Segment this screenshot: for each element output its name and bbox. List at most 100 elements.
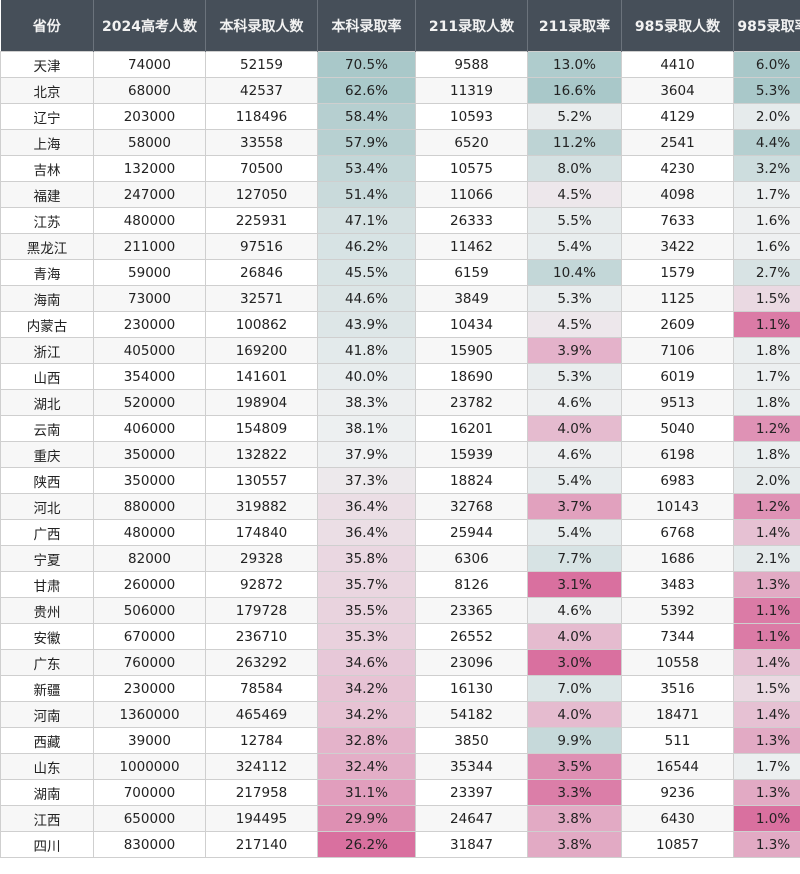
cell-985-rate: 1.4% (733, 701, 800, 728)
cell-exam-takers: 880000 (93, 493, 206, 520)
cell-undergrad-admitted: 132822 (205, 441, 318, 468)
table-row[interactable]: 福建 247000 127050 51.4% 11066 4.5% 4098 1.7% (0, 181, 800, 208)
cell-985-admitted: 10558 (621, 649, 734, 676)
col-header-undergrad-rate[interactable]: 本科录取率 (317, 0, 416, 52)
cell-exam-takers: 74000 (93, 51, 206, 78)
table-row[interactable]: 甘肃 260000 92872 35.7% 8126 3.1% 3483 1.3% (0, 571, 800, 598)
cell-985-admitted: 9236 (621, 779, 734, 806)
cell-211-admitted: 10434 (415, 311, 528, 338)
cell-985-admitted: 6983 (621, 467, 734, 494)
table-row[interactable]: 海南 73000 32571 44.6% 3849 5.3% 1125 1.5% (0, 285, 800, 312)
table-row[interactable]: 广东 760000 263292 34.6% 23096 3.0% 10558 1.4% (0, 649, 800, 676)
table-row[interactable]: 重庆 350000 132822 37.9% 15939 4.6% 6198 1.8% (0, 441, 800, 468)
table-row[interactable]: 江西 650000 194495 29.9% 24647 3.8% 6430 1.0% (0, 805, 800, 832)
cell-province: 河北 (0, 493, 94, 520)
table-row[interactable]: 黑龙江 211000 97516 46.2% 11462 5.4% 3422 1.6% (0, 233, 800, 260)
cell-985-admitted: 9513 (621, 389, 734, 416)
cell-985-rate: 1.1% (733, 311, 800, 338)
cell-211-rate: 3.0% (527, 649, 622, 676)
table-row[interactable]: 西藏 39000 12784 32.8% 3850 9.9% 511 1.3% (0, 727, 800, 754)
cell-211-admitted: 9588 (415, 51, 528, 78)
cell-undergrad-admitted: 198904 (205, 389, 318, 416)
table-row[interactable]: 四川 830000 217140 26.2% 31847 3.8% 10857 1.3% (0, 831, 800, 858)
cell-province: 北京 (0, 77, 94, 104)
cell-province: 云南 (0, 415, 94, 442)
cell-985-admitted: 7106 (621, 337, 734, 364)
col-header-985-rate[interactable]: 985录取率 (733, 0, 800, 52)
table-row[interactable]: 河北 880000 319882 36.4% 32768 3.7% 10143 1.2% (0, 493, 800, 520)
cell-undergrad-rate: 34.2% (317, 701, 416, 728)
table-row[interactable]: 山东 1000000 324112 32.4% 35344 3.5% 16544 1.7% (0, 753, 800, 780)
table-row[interactable]: 山西 354000 141601 40.0% 18690 5.3% 6019 1.7% (0, 363, 800, 390)
table-row[interactable]: 广西 480000 174840 36.4% 25944 5.4% 6768 1.4% (0, 519, 800, 546)
cell-province: 浙江 (0, 337, 94, 364)
cell-211-rate: 4.0% (527, 701, 622, 728)
cell-211-rate: 5.3% (527, 363, 622, 390)
table-row[interactable]: 浙江 405000 169200 41.8% 15905 3.9% 7106 1.8% (0, 337, 800, 364)
table-row[interactable]: 吉林 132000 70500 53.4% 10575 8.0% 4230 3.2% (0, 155, 800, 182)
cell-province: 江苏 (0, 207, 94, 234)
cell-undergrad-admitted: 100862 (205, 311, 318, 338)
cell-province: 甘肃 (0, 571, 94, 598)
cell-exam-takers: 700000 (93, 779, 206, 806)
table-row[interactable]: 宁夏 82000 29328 35.8% 6306 7.7% 1686 2.1% (0, 545, 800, 572)
table-row[interactable]: 湖北 520000 198904 38.3% 23782 4.6% 9513 1.8% (0, 389, 800, 416)
cell-undergrad-rate: 43.9% (317, 311, 416, 338)
cell-undergrad-admitted: 217958 (205, 779, 318, 806)
table-row[interactable]: 青海 59000 26846 45.5% 6159 10.4% 1579 2.7% (0, 259, 800, 286)
cell-exam-takers: 73000 (93, 285, 206, 312)
table-row[interactable]: 天津 74000 52159 70.5% 9588 13.0% 4410 6.0% (0, 51, 800, 78)
cell-undergrad-rate: 32.8% (317, 727, 416, 754)
cell-211-admitted: 10575 (415, 155, 528, 182)
cell-211-admitted: 18690 (415, 363, 528, 390)
table-row[interactable]: 湖南 700000 217958 31.1% 23397 3.3% 9236 1.3% (0, 779, 800, 806)
col-header-211-admitted[interactable]: 211录取人数 (415, 0, 528, 52)
cell-province: 吉林 (0, 155, 94, 182)
cell-exam-takers: 480000 (93, 519, 206, 546)
table-row[interactable]: 贵州 506000 179728 35.5% 23365 4.6% 5392 1.1% (0, 597, 800, 624)
cell-undergrad-rate: 35.7% (317, 571, 416, 598)
cell-exam-takers: 350000 (93, 441, 206, 468)
cell-undergrad-admitted: 236710 (205, 623, 318, 650)
cell-985-rate: 1.8% (733, 337, 800, 364)
table-row[interactable]: 新疆 230000 78584 34.2% 16130 7.0% 3516 1.5% (0, 675, 800, 702)
cell-undergrad-rate: 35.8% (317, 545, 416, 572)
cell-211-admitted: 16201 (415, 415, 528, 442)
cell-985-rate: 4.4% (733, 129, 800, 156)
cell-211-admitted: 23365 (415, 597, 528, 624)
table-row[interactable]: 河南 1360000 465469 34.2% 54182 4.0% 18471 1.4% (0, 701, 800, 728)
col-header-province[interactable]: 省份 (0, 0, 94, 52)
cell-985-rate: 1.8% (733, 441, 800, 468)
table-row[interactable]: 江苏 480000 225931 47.1% 26333 5.5% 7633 1.6% (0, 207, 800, 234)
table-row[interactable]: 上海 58000 33558 57.9% 6520 11.2% 2541 4.4% (0, 129, 800, 156)
cell-211-rate: 4.6% (527, 597, 622, 624)
table-row[interactable]: 北京 68000 42537 62.6% 11319 16.6% 3604 5.3% (0, 77, 800, 104)
cell-211-rate: 3.9% (527, 337, 622, 364)
table-row[interactable]: 辽宁 203000 118496 58.4% 10593 5.2% 4129 2.0% (0, 103, 800, 130)
col-header-211-rate[interactable]: 211录取率 (527, 0, 622, 52)
cell-undergrad-rate: 35.5% (317, 597, 416, 624)
cell-985-rate: 1.7% (733, 181, 800, 208)
cell-exam-takers: 405000 (93, 337, 206, 364)
cell-211-rate: 4.6% (527, 389, 622, 416)
col-header-undergrad-admitted[interactable]: 本科录取人数 (205, 0, 318, 52)
table-row[interactable]: 安徽 670000 236710 35.3% 26552 4.0% 7344 1.1% (0, 623, 800, 650)
table-row[interactable]: 云南 406000 154809 38.1% 16201 4.0% 5040 1.2% (0, 415, 800, 442)
cell-211-admitted: 6306 (415, 545, 528, 572)
cell-undergrad-rate: 53.4% (317, 155, 416, 182)
table-row[interactable]: 内蒙古 230000 100862 43.9% 10434 4.5% 2609 1.1% (0, 311, 800, 338)
cell-985-admitted: 6430 (621, 805, 734, 832)
cell-211-admitted: 35344 (415, 753, 528, 780)
cell-985-rate: 1.2% (733, 493, 800, 520)
cell-undergrad-rate: 38.1% (317, 415, 416, 442)
table-row[interactable]: 陕西 350000 130557 37.3% 18824 5.4% 6983 2.0% (0, 467, 800, 494)
col-header-exam-takers[interactable]: 2024高考人数 (93, 0, 206, 52)
cell-211-admitted: 3849 (415, 285, 528, 312)
col-header-985-admitted[interactable]: 985录取人数 (621, 0, 734, 52)
cell-province: 上海 (0, 129, 94, 156)
cell-211-rate: 4.0% (527, 623, 622, 650)
cell-undergrad-rate: 58.4% (317, 103, 416, 130)
cell-985-admitted: 6198 (621, 441, 734, 468)
cell-211-admitted: 23397 (415, 779, 528, 806)
cell-undergrad-admitted: 52159 (205, 51, 318, 78)
